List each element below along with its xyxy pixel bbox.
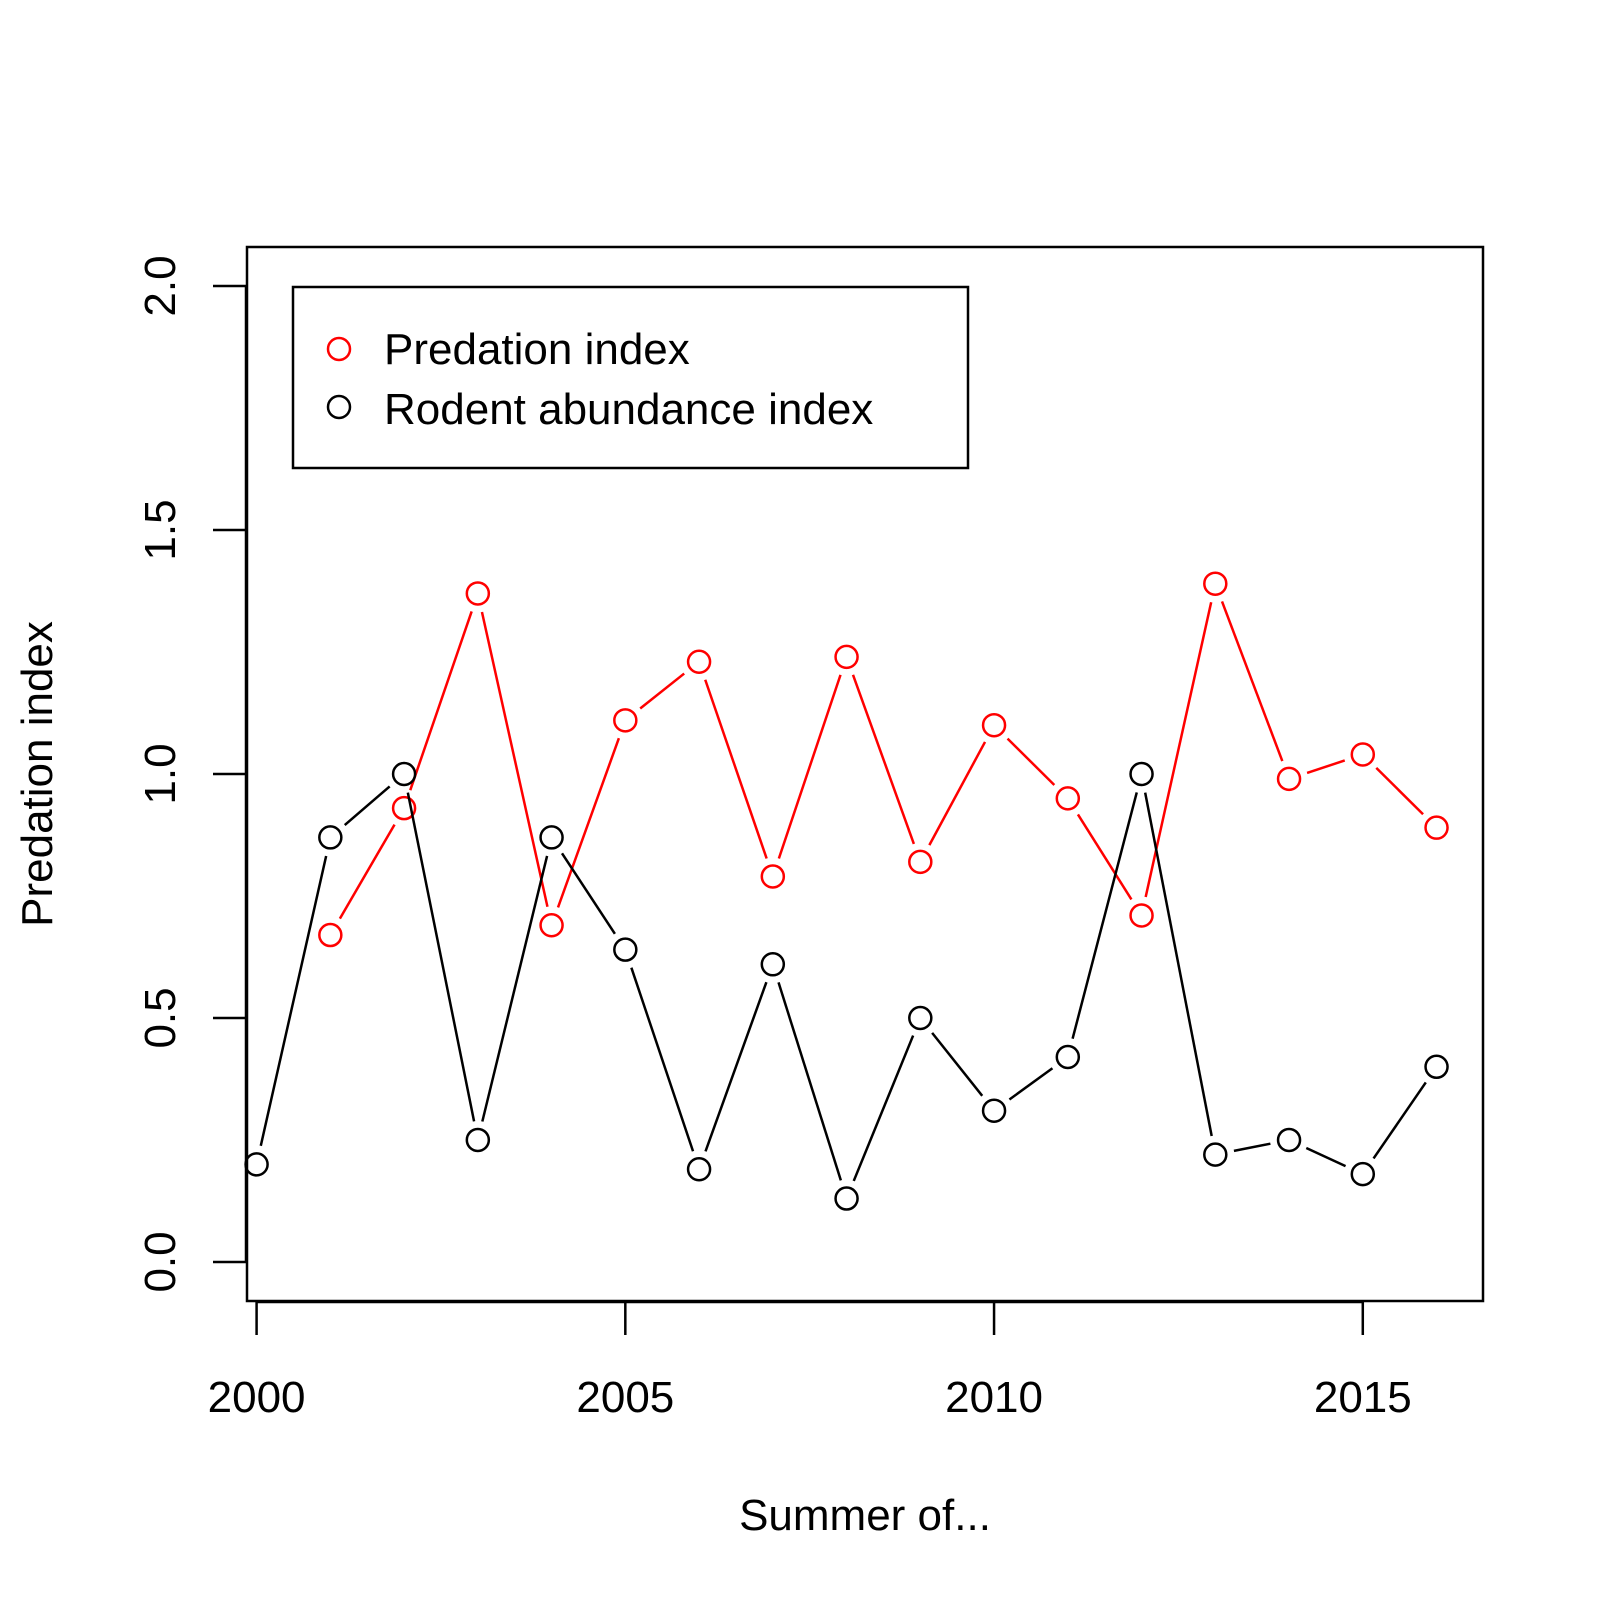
legend-label-predation: Predation index [384,325,690,374]
data-point-2012 [1129,903,1154,928]
data-point-2004 [539,913,564,938]
data-point-2013 [1203,571,1228,596]
data-point-2006 [686,1157,712,1182]
data-point-2002 [391,761,417,787]
series-segment [704,981,768,1152]
x-axis: 2000 2005 2010 2015 [208,1300,1412,1422]
series-layer [244,571,1449,1211]
legend-marker-predation [326,336,352,362]
series-segment [1076,813,1133,901]
data-point-2002 [391,795,417,821]
series-segment [1006,737,1056,786]
series-segment [928,741,987,846]
data-point-2008 [834,644,859,670]
legend-label-rodent: Rodent abundance index [384,385,873,434]
data-point-2006 [686,649,712,675]
legend-box [291,285,970,470]
legend-marker-rodent [326,394,352,420]
series-segment [1375,766,1424,816]
series-predation [318,571,1449,948]
series-segment [409,611,473,791]
series-segment [1008,1067,1054,1101]
data-point-2015 [1350,1161,1376,1187]
series-segment [777,982,843,1181]
data-point-2009 [908,849,933,875]
data-point-2013 [1203,1142,1228,1167]
data-point-2015 [1350,742,1376,767]
data-point-2011 [1055,786,1081,811]
x-tick-label-2000: 2000 [208,1373,306,1422]
series-segment [560,852,616,935]
series-segment [630,967,695,1152]
data-point-2003 [465,581,491,606]
series-segment [1071,792,1138,1039]
series-segment [480,611,549,907]
x-tick-label-2010: 2010 [945,1373,1043,1422]
x-tick-label-2005: 2005 [576,1373,674,1422]
data-point-2014 [1276,766,1302,792]
series-segment [259,855,328,1147]
series-segment [931,1032,984,1097]
series-rodent [244,761,1449,1211]
data-point-2003 [465,1127,491,1153]
series-segment [704,679,768,859]
series-segment [556,737,621,908]
data-point-2005 [613,937,638,962]
y-tick-label-0.0: 0.0 [136,1231,185,1292]
series-segment [1144,601,1213,898]
data-point-2007 [760,952,786,977]
series-segment [1233,1142,1271,1153]
series-segment [1372,1081,1427,1160]
y-tick-label-1.0: 1.0 [136,743,185,804]
data-point-2008 [834,1186,859,1211]
y-tick-label-0.5: 0.5 [136,987,185,1048]
data-point-2010 [981,712,1007,738]
data-point-2016 [1424,1054,1449,1080]
y-axis: 0.0 0.5 1.0 1.5 2.0 [136,255,248,1293]
data-point-2016 [1424,815,1449,840]
data-point-2011 [1055,1044,1081,1070]
series-segment [1220,601,1284,762]
y-tick-label-1.5: 1.5 [136,499,185,560]
series-segment [338,823,396,920]
series-segment [481,855,549,1122]
series-segment [639,672,685,710]
legend: Predation index Rodent abundance index [291,285,970,470]
series-segment [852,1035,915,1182]
data-point-2007 [760,864,786,889]
data-point-2001 [318,922,343,948]
data-point-2004 [539,825,564,850]
data-point-2001 [318,825,343,850]
data-point-2012 [1129,761,1154,787]
y-axis-title: Predation index [13,621,62,927]
series-segment [406,792,476,1122]
series-segment [1143,792,1213,1137]
data-point-2000 [244,1152,269,1177]
data-point-2009 [908,1005,933,1031]
series-segment [343,785,391,826]
series-segment [777,674,842,859]
series-segment [851,674,916,845]
data-point-2005 [613,708,638,733]
x-tick-label-2015: 2015 [1314,1373,1412,1422]
data-point-2010 [981,1098,1007,1123]
series-segment [1306,759,1346,775]
data-point-2014 [1276,1127,1302,1153]
series-segment [1305,1146,1347,1168]
y-tick-label-2.0: 2.0 [136,255,185,316]
x-axis-title: Summer of... [739,1491,991,1540]
